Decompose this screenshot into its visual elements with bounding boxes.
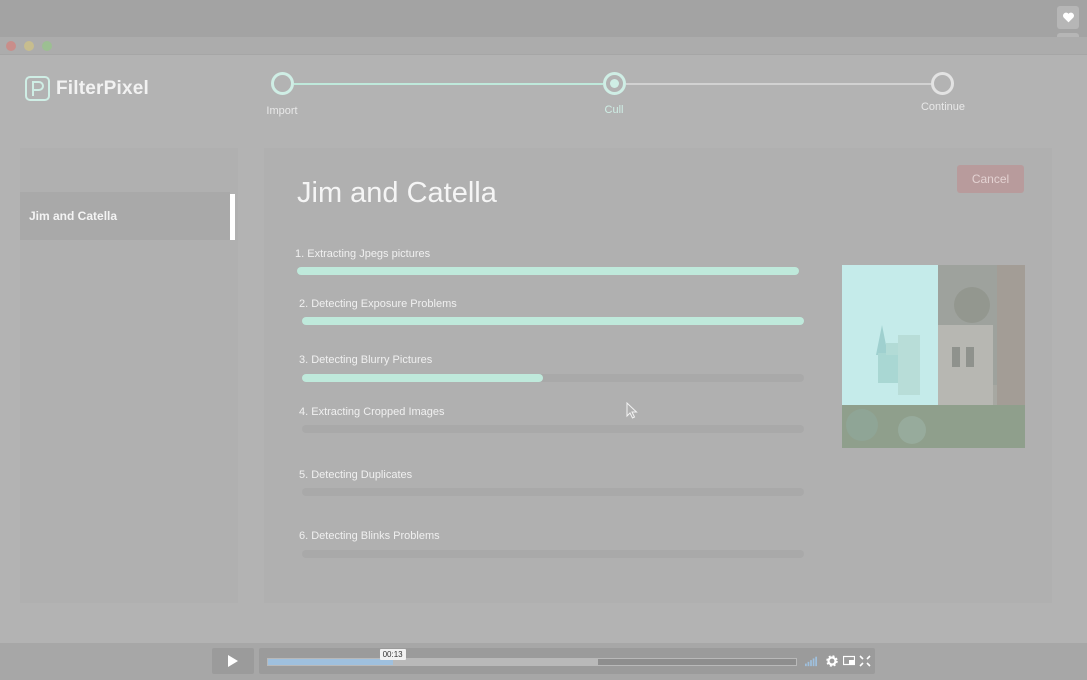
page-title: Jim and Catella: [297, 177, 497, 209]
task-item: 4. Extracting Cropped Images: [299, 406, 445, 418]
progress-track: [302, 550, 804, 558]
logo: FilterPixel: [25, 76, 149, 101]
photo-preview: [842, 265, 1025, 448]
task-item: 2. Detecting Exposure Problems: [299, 298, 457, 310]
played-bar: [268, 659, 393, 665]
picture-in-picture-icon[interactable]: [843, 655, 855, 667]
top-strip: [0, 0, 1087, 37]
close-window-button[interactable]: [6, 41, 16, 51]
video-player-bar: 00:13: [0, 643, 1087, 680]
workflow-stepper: Import Cull Continue: [0, 37, 1087, 127]
progress-track: [302, 317, 804, 325]
progress-fill: [297, 267, 799, 275]
video-scrubber[interactable]: 00:13: [267, 649, 797, 666]
step-continue-label: Continue: [920, 101, 966, 113]
progress-track: [297, 267, 799, 275]
sidebar-item-project[interactable]: Jim and Catella: [20, 192, 230, 240]
task-label: 6. Detecting Blinks Problems: [299, 530, 440, 542]
progress-fill: [302, 374, 543, 382]
step-import-label: Import: [266, 105, 298, 117]
fullscreen-icon[interactable]: [859, 655, 871, 667]
app-window: FilterPixel Import Cull Continue Jim and…: [0, 37, 1087, 643]
title-bar: [0, 37, 1087, 55]
progress-track: [302, 488, 804, 496]
time-tooltip: 00:13: [379, 649, 406, 660]
task-item: 6. Detecting Blinks Problems: [299, 530, 440, 542]
project-sidebar: Jim and Catella: [20, 148, 238, 603]
task-item: 1. Extracting Jpegs pictures: [295, 248, 430, 260]
play-button[interactable]: [212, 648, 254, 674]
minimize-window-button[interactable]: [24, 41, 34, 51]
volume-icon[interactable]: [805, 655, 817, 667]
cancel-button[interactable]: Cancel: [957, 165, 1024, 193]
task-label: 2. Detecting Exposure Problems: [299, 298, 457, 310]
task-label: 5. Detecting Duplicates: [299, 469, 413, 481]
step-cull-active-dot: [610, 79, 619, 88]
task-label: 4. Extracting Cropped Images: [299, 406, 445, 418]
progress-track: [302, 425, 804, 433]
play-icon: [228, 655, 238, 667]
stepper-line-completed: [294, 83, 603, 85]
mouse-cursor-icon: [626, 402, 638, 419]
step-continue-circle[interactable]: [931, 72, 954, 95]
heart-icon[interactable]: [1057, 6, 1079, 29]
task-item: 3. Detecting Blurry Pictures: [299, 354, 432, 366]
video-controls: 00:13: [259, 648, 875, 674]
progress-track: [302, 374, 804, 382]
step-cull-circle[interactable]: [603, 72, 626, 95]
task-item: 5. Detecting Duplicates: [299, 469, 412, 481]
stepper-line-pending: [626, 83, 932, 85]
app-name: FilterPixel: [56, 77, 150, 99]
church-photo-image: [842, 265, 1025, 448]
maximize-window-button[interactable]: [42, 41, 52, 51]
selected-indicator: [230, 194, 235, 240]
filterpixel-logo-icon: [25, 76, 50, 101]
settings-gear-icon[interactable]: [826, 655, 838, 667]
progress-fill: [302, 317, 804, 325]
task-label: 1. Extracting Jpegs pictures: [295, 248, 431, 260]
step-import-circle[interactable]: [271, 72, 294, 95]
step-cull-label: Cull: [604, 104, 624, 116]
buffered-bar: [268, 659, 598, 665]
task-label: 3. Detecting Blurry Pictures: [299, 354, 433, 366]
main-panel: Cancel Jim and Catella 1. Extracting Jpe…: [264, 148, 1052, 603]
